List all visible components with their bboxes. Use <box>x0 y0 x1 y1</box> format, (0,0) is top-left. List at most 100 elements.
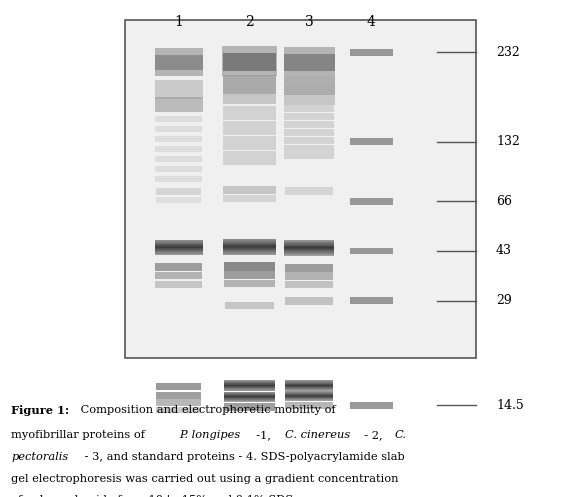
Bar <box>223 143 276 150</box>
Text: - 2,: - 2, <box>357 430 387 440</box>
Bar <box>285 387 333 388</box>
Bar <box>154 55 203 70</box>
Bar <box>224 262 275 271</box>
Text: 43: 43 <box>496 245 512 257</box>
Bar <box>284 254 333 255</box>
Bar <box>154 246 203 247</box>
Bar <box>284 252 333 253</box>
Text: 3: 3 <box>304 15 314 29</box>
Bar <box>223 387 276 388</box>
Bar <box>285 382 333 383</box>
Bar <box>155 126 202 132</box>
Bar <box>223 128 276 135</box>
Bar <box>284 47 335 76</box>
Text: 29: 29 <box>496 294 512 307</box>
Bar <box>223 395 276 396</box>
Bar <box>222 46 277 76</box>
Bar <box>155 136 202 142</box>
Bar <box>223 397 276 398</box>
Bar <box>223 186 276 194</box>
Bar <box>223 243 276 244</box>
Bar <box>154 240 203 241</box>
Bar <box>284 248 333 249</box>
Bar <box>285 388 333 389</box>
Bar <box>154 251 203 252</box>
Bar <box>223 398 276 399</box>
Bar <box>155 166 202 172</box>
Bar <box>284 152 333 159</box>
Text: Composition and electrophoretic mobility of: Composition and electrophoretic mobility… <box>77 405 335 415</box>
Bar <box>223 121 276 128</box>
Bar <box>223 194 276 202</box>
Bar <box>223 380 276 381</box>
Bar <box>284 113 333 120</box>
Text: C. cinereus: C. cinereus <box>285 430 350 440</box>
Bar <box>284 242 333 243</box>
Bar <box>154 243 203 244</box>
Text: 232: 232 <box>496 46 520 59</box>
Bar <box>154 254 203 255</box>
Bar <box>285 389 333 390</box>
Bar <box>222 53 277 71</box>
Bar <box>154 97 203 112</box>
Bar <box>155 156 202 162</box>
Text: of polyacrylamide from 10 to 15% and 0.1% SDS.: of polyacrylamide from 10 to 15% and 0.1… <box>11 495 297 497</box>
Bar <box>284 145 333 152</box>
Bar <box>223 106 276 113</box>
Text: 14.5: 14.5 <box>496 399 524 412</box>
Bar <box>155 116 202 122</box>
Bar <box>223 246 276 247</box>
Bar <box>284 244 333 245</box>
Text: P. longipes: P. longipes <box>179 430 240 440</box>
Bar <box>156 383 201 391</box>
Bar <box>284 54 335 71</box>
Text: 4: 4 <box>367 15 376 29</box>
Bar <box>154 250 203 251</box>
Bar <box>223 399 276 400</box>
Bar <box>156 400 201 406</box>
Bar <box>285 385 333 386</box>
Bar <box>223 241 276 242</box>
Bar <box>224 279 275 287</box>
Bar <box>284 245 333 246</box>
Bar <box>350 248 392 254</box>
Bar <box>154 252 203 253</box>
Bar <box>155 263 202 271</box>
Bar <box>222 84 277 104</box>
Bar <box>285 386 333 387</box>
Bar <box>223 390 276 391</box>
Bar <box>223 242 276 243</box>
Bar <box>223 254 276 255</box>
Bar <box>285 383 333 384</box>
Bar <box>125 20 476 358</box>
Bar <box>156 188 201 195</box>
Bar <box>223 389 276 390</box>
Text: 2: 2 <box>245 15 254 29</box>
Bar <box>223 383 276 384</box>
Bar <box>155 176 202 182</box>
Text: gel electrophoresis was carried out using a gradient concentration: gel electrophoresis was carried out usin… <box>11 474 399 484</box>
Bar <box>223 385 276 386</box>
Bar <box>350 198 392 205</box>
Bar <box>284 76 335 95</box>
Bar <box>284 241 333 242</box>
Bar <box>284 243 333 244</box>
Bar <box>154 247 203 248</box>
Text: pectoralis: pectoralis <box>11 452 69 462</box>
Bar <box>223 151 276 158</box>
Bar <box>223 249 276 250</box>
Text: - 3, and standard proteins - 4. SDS-polyacrylamide slab: - 3, and standard proteins - 4. SDS-poly… <box>81 452 405 462</box>
Bar <box>223 386 276 387</box>
Bar <box>284 246 333 247</box>
Bar <box>224 403 275 411</box>
Bar <box>154 80 203 99</box>
Bar <box>223 239 276 240</box>
Text: -1,: -1, <box>249 430 275 440</box>
Bar <box>284 105 333 112</box>
Bar <box>284 250 333 251</box>
Text: myofibrillar proteins of: myofibrillar proteins of <box>11 430 149 440</box>
Bar <box>223 401 276 402</box>
Bar <box>223 250 276 251</box>
Bar <box>223 400 276 401</box>
Bar <box>350 297 392 304</box>
